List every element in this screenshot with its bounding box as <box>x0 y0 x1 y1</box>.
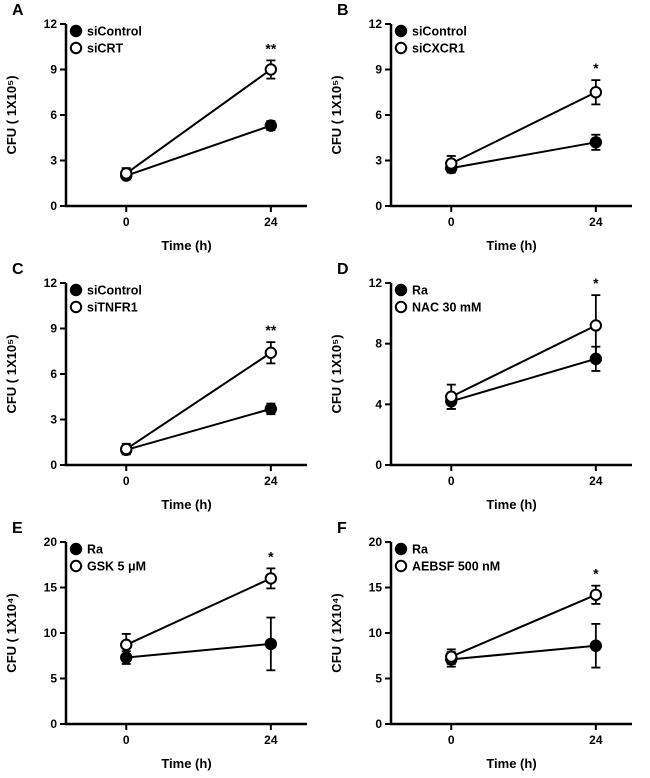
svg-text:3: 3 <box>50 154 57 168</box>
svg-text:4: 4 <box>375 397 382 411</box>
svg-text:Ra: Ra <box>87 543 104 557</box>
panel-b: B 0 3 6 9 12 0 24 Time (h) CFU ( 1X10⁵) * siContro… <box>325 0 650 259</box>
svg-text:0: 0 <box>50 199 57 213</box>
svg-text:0: 0 <box>375 717 382 731</box>
svg-text:CFU ( 1X10⁵): CFU ( 1X10⁵) <box>4 75 19 154</box>
svg-text:Time (h): Time (h) <box>161 238 211 253</box>
svg-text:12: 12 <box>369 17 383 31</box>
panel-a: A 0 3 6 9 12 0 24 Time (h) CFU ( 1X10⁵) ** siContr… <box>0 0 325 259</box>
panel-c: C 0 3 6 9 12 0 24 Time (h) CFU ( 1X10⁵) ** siContr… <box>0 259 325 518</box>
svg-text:Time (h): Time (h) <box>486 756 536 771</box>
svg-text:24: 24 <box>589 215 603 229</box>
svg-text:0: 0 <box>375 199 382 213</box>
svg-text:9: 9 <box>375 63 382 77</box>
panel-label-a: A <box>12 2 24 19</box>
svg-text:0: 0 <box>123 215 130 229</box>
svg-text:Ra: Ra <box>412 543 429 557</box>
svg-text:GSK 5 μM: GSK 5 μM <box>87 560 146 574</box>
svg-text:CFU ( 1X10⁵): CFU ( 1X10⁵) <box>4 334 19 413</box>
svg-text:0: 0 <box>448 733 455 747</box>
chart-e: 0 5 10 15 20 0 24 Time (h) CFU ( 1X10⁴) * Ra GSK 5 … <box>4 535 307 771</box>
svg-text:*: * <box>593 566 599 582</box>
svg-text:*: * <box>593 275 599 291</box>
svg-text:3: 3 <box>375 154 382 168</box>
svg-text:6: 6 <box>50 367 57 381</box>
svg-text:AEBSF 500 nM: AEBSF 500 nM <box>412 560 500 574</box>
svg-text:20: 20 <box>44 535 58 549</box>
panel-d: D 0 4 8 12 0 24 Time (h) CFU ( 1X10⁵) * Ra NAC 30 … <box>325 259 650 518</box>
panel-label-f: F <box>337 520 347 537</box>
svg-text:3: 3 <box>50 413 57 427</box>
svg-text:0: 0 <box>50 458 57 472</box>
svg-text:NAC 30 mM: NAC 30 mM <box>412 301 481 315</box>
svg-text:5: 5 <box>50 672 57 686</box>
svg-text:CFU ( 1X10⁵): CFU ( 1X10⁵) <box>329 334 344 413</box>
svg-text:**: ** <box>265 322 276 338</box>
svg-text:10: 10 <box>369 626 383 640</box>
chart-a: 0 3 6 9 12 0 24 Time (h) CFU ( 1X10⁵) ** siControl… <box>4 17 307 253</box>
panel-label-d: D <box>337 261 349 278</box>
svg-text:Time (h): Time (h) <box>486 497 536 512</box>
svg-text:0: 0 <box>448 215 455 229</box>
panel-label-c: C <box>12 261 24 278</box>
svg-text:CFU ( 1X10⁵): CFU ( 1X10⁵) <box>329 75 344 154</box>
svg-text:Time (h): Time (h) <box>161 756 211 771</box>
svg-text:0: 0 <box>375 458 382 472</box>
svg-text:siControl: siControl <box>87 284 142 298</box>
svg-text:**: ** <box>265 40 276 56</box>
svg-text:*: * <box>268 548 274 564</box>
svg-text:15: 15 <box>44 581 58 595</box>
svg-text:20: 20 <box>369 535 383 549</box>
svg-text:Time (h): Time (h) <box>486 238 536 253</box>
panel-e: E 0 5 10 15 20 0 24 Time (h) CFU ( 1X10⁴) * Ra GSK … <box>0 518 325 778</box>
svg-text:0: 0 <box>50 717 57 731</box>
panel-f: F 0 5 10 15 20 0 24 Time (h) CFU ( 1X10⁴) * Ra AEBS… <box>325 518 650 778</box>
svg-text:Time (h): Time (h) <box>161 497 211 512</box>
svg-text:6: 6 <box>375 108 382 122</box>
chart-c: 0 3 6 9 12 0 24 Time (h) CFU ( 1X10⁵) ** siControl… <box>4 276 307 512</box>
svg-text:siControl: siControl <box>412 25 467 39</box>
svg-text:siCXCR1: siCXCR1 <box>412 42 465 56</box>
svg-text:siControl: siControl <box>87 25 142 39</box>
panel-label-b: B <box>337 2 349 19</box>
svg-text:12: 12 <box>369 276 383 290</box>
svg-text:Ra: Ra <box>412 284 429 298</box>
chart-f: 0 5 10 15 20 0 24 Time (h) CFU ( 1X10⁴) * Ra AEBSF … <box>329 535 632 771</box>
svg-text:9: 9 <box>50 322 57 336</box>
svg-text:12: 12 <box>44 276 58 290</box>
svg-text:24: 24 <box>589 733 603 747</box>
svg-text:CFU ( 1X10⁴): CFU ( 1X10⁴) <box>329 593 344 672</box>
svg-text:0: 0 <box>123 733 130 747</box>
panel-label-e: E <box>12 520 23 537</box>
svg-text:6: 6 <box>50 108 57 122</box>
svg-text:10: 10 <box>44 626 58 640</box>
svg-text:8: 8 <box>375 337 382 351</box>
svg-text:24: 24 <box>589 474 603 488</box>
svg-text:24: 24 <box>264 215 278 229</box>
chart-b: 0 3 6 9 12 0 24 Time (h) CFU ( 1X10⁵) * siControl s… <box>329 17 632 253</box>
svg-text:15: 15 <box>369 581 383 595</box>
svg-text:24: 24 <box>264 733 278 747</box>
svg-text:9: 9 <box>50 63 57 77</box>
svg-text:*: * <box>593 60 599 76</box>
svg-text:siTNFR1: siTNFR1 <box>87 301 138 315</box>
chart-d: 0 4 8 12 0 24 Time (h) CFU ( 1X10⁵) * Ra NAC 30 mM <box>329 275 632 512</box>
svg-text:24: 24 <box>264 474 278 488</box>
svg-text:0: 0 <box>123 474 130 488</box>
svg-text:siCRT: siCRT <box>87 42 123 56</box>
svg-text:CFU ( 1X10⁴): CFU ( 1X10⁴) <box>4 593 19 672</box>
svg-text:0: 0 <box>448 474 455 488</box>
svg-text:12: 12 <box>44 17 58 31</box>
svg-text:5: 5 <box>375 672 382 686</box>
